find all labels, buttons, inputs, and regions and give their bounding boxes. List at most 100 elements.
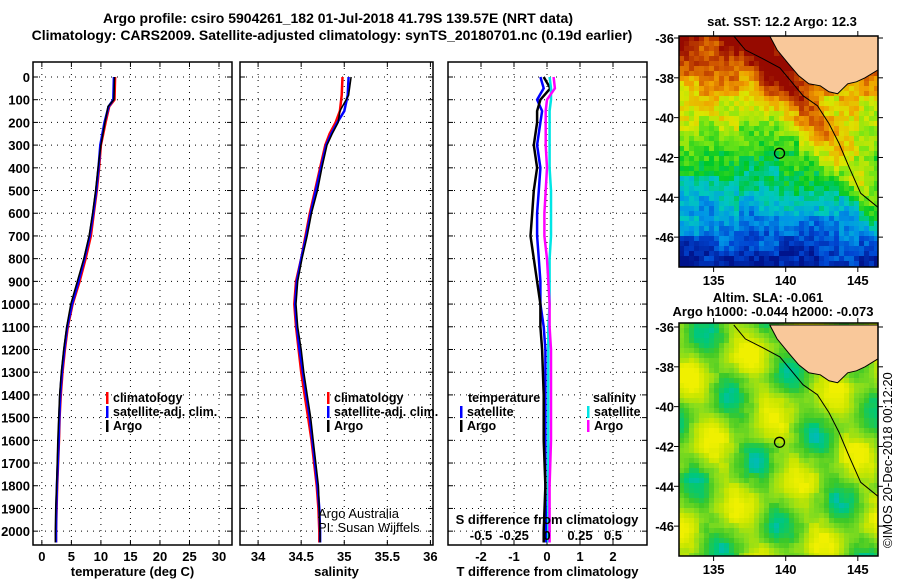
map-cell (799, 136, 804, 141)
map-cell (794, 548, 799, 553)
map-cell (794, 176, 799, 181)
map-cell (769, 206, 774, 211)
map-cell (684, 231, 689, 236)
profile-line-salinity-satellite (547, 76, 553, 543)
map-cell (864, 433, 869, 438)
map-cell (829, 413, 834, 418)
map-cell (719, 543, 724, 548)
map-cell (804, 91, 809, 96)
map-cell (869, 503, 874, 508)
map-cell (779, 251, 784, 256)
map-cell (699, 488, 704, 493)
map-cell (814, 448, 819, 453)
map-cell (784, 236, 789, 241)
map-cell (679, 463, 684, 468)
map-cell (804, 463, 809, 468)
map-cell (699, 251, 704, 256)
map-cell (699, 398, 704, 403)
map-cell (749, 101, 754, 106)
map-cell (704, 508, 709, 513)
map-cell (794, 131, 799, 136)
map-cell (699, 186, 704, 191)
map-cell (864, 206, 869, 211)
map-cell (764, 553, 769, 556)
map-cell (814, 453, 819, 458)
map-cell (719, 343, 724, 348)
map-cell (739, 256, 744, 261)
map-cell (799, 428, 804, 433)
map-cell (874, 408, 878, 413)
map-cell (784, 503, 789, 508)
map-cell (754, 196, 759, 201)
map-cell (779, 358, 784, 363)
map-cell (844, 553, 849, 556)
map-cell (859, 86, 864, 91)
map-cell (804, 373, 809, 378)
map-cell (719, 393, 724, 398)
map-cell (679, 453, 684, 458)
map-cell (709, 76, 714, 81)
map-cell (749, 378, 754, 383)
map-cell (849, 116, 854, 121)
map-cell (714, 353, 719, 358)
map-cell (689, 378, 694, 383)
map-cell (819, 106, 824, 111)
map-cell (874, 383, 878, 388)
map-cell (779, 86, 784, 91)
map-cell (824, 383, 829, 388)
map-cell (704, 141, 709, 146)
map-cell (759, 378, 764, 383)
map-cell (689, 251, 694, 256)
map-cell (874, 523, 878, 528)
map-cell (724, 393, 729, 398)
map-cell (874, 91, 878, 96)
map-cell (694, 543, 699, 548)
map-cell (769, 136, 774, 141)
map-cell (694, 71, 699, 76)
map-cell (759, 438, 764, 443)
map-cell (764, 76, 769, 81)
map-cell (704, 443, 709, 448)
map-cell (749, 261, 754, 266)
map-cell (854, 548, 859, 553)
map-cell (754, 498, 759, 503)
map-cell (789, 151, 794, 156)
map-cell (729, 348, 734, 353)
map-cell (844, 146, 849, 151)
map-cell (694, 533, 699, 538)
map-cell (789, 363, 794, 368)
map-cell (839, 433, 844, 438)
map-cell (729, 216, 734, 221)
map-cell (814, 191, 819, 196)
s-tick-label: 0 (543, 528, 550, 543)
map-cell (774, 498, 779, 503)
map-cell (694, 333, 699, 338)
map-cell (694, 251, 699, 256)
map-cell (724, 448, 729, 453)
map-cell (734, 156, 739, 161)
map-cell (764, 448, 769, 453)
map-cell (874, 388, 878, 393)
map-cell (714, 393, 719, 398)
map-cell (829, 528, 834, 533)
map-cell (684, 358, 689, 363)
map-cell (754, 423, 759, 428)
map-cell (869, 458, 874, 463)
map-cell (759, 151, 764, 156)
map-cell (709, 413, 714, 418)
map-cell (694, 256, 699, 261)
map-cell (779, 543, 784, 548)
map-cell (864, 473, 869, 478)
map-cell (724, 216, 729, 221)
map-cell (764, 156, 769, 161)
map-cell (819, 508, 824, 513)
map-cell (809, 211, 814, 216)
map-cell (684, 458, 689, 463)
map-cell (789, 493, 794, 498)
map-cell (754, 418, 759, 423)
map-cell (719, 453, 724, 458)
map-cell (829, 261, 834, 266)
map-cell (849, 261, 854, 266)
map-cell (714, 81, 719, 86)
map-cell (874, 131, 878, 136)
